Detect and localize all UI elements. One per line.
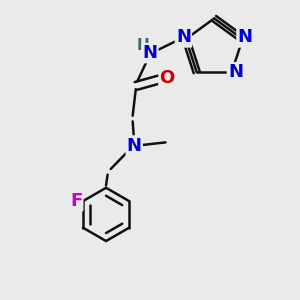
- Text: F: F: [70, 192, 82, 210]
- Text: N: N: [176, 28, 191, 46]
- Text: H: H: [136, 38, 149, 53]
- Text: N: N: [142, 44, 158, 62]
- Text: O: O: [160, 69, 175, 87]
- Text: N: N: [238, 28, 253, 46]
- Text: N: N: [228, 63, 243, 81]
- Text: N: N: [127, 136, 142, 154]
